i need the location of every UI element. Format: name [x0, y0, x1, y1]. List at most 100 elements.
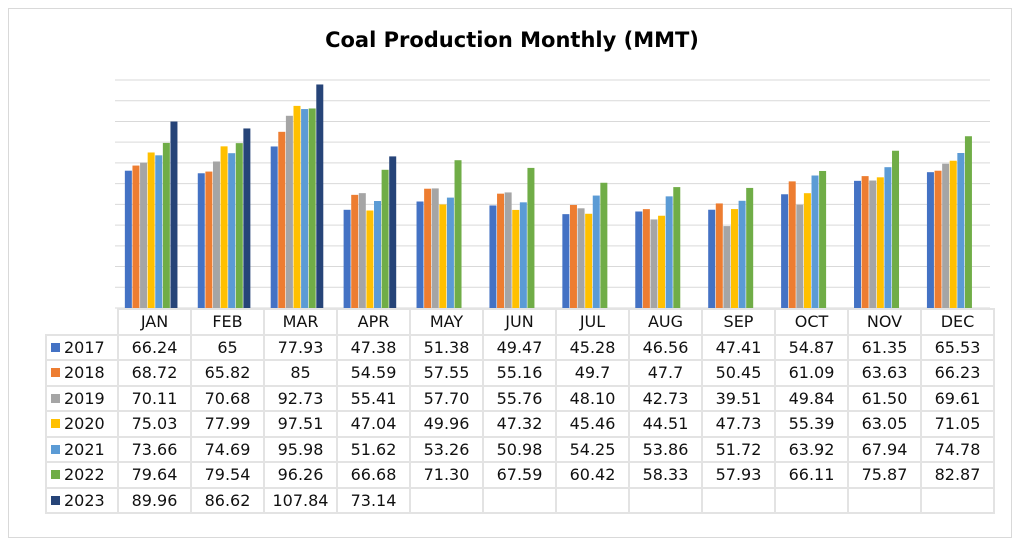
series-legend: 2021 — [45, 435, 119, 463]
series-name: 2019 — [64, 388, 105, 408]
data-label: 54.25 — [555, 435, 630, 463]
bar-2021-dec — [957, 153, 965, 308]
data-label: 51.38 — [409, 333, 484, 361]
bar-2019-jul — [577, 208, 585, 308]
data-label: 44.51 — [628, 410, 703, 438]
bar-2017-mar — [270, 146, 278, 308]
bar-2017-jul — [562, 214, 570, 308]
data-label: 71.05 — [920, 410, 995, 438]
table-row: 2020 75.03 77.99 97.51 47.04 49.96 47.32 45.46 4… — [45, 410, 995, 438]
data-label: 55.76 — [482, 384, 557, 412]
data-label — [701, 486, 776, 514]
bar-2021-oct — [811, 175, 819, 308]
bar-2017-dec — [926, 172, 934, 308]
bar-2020-may — [439, 204, 447, 308]
bar-2021-mar — [301, 109, 309, 309]
data-label: 75.87 — [847, 461, 922, 489]
table-corner — [46, 309, 119, 336]
data-label — [774, 486, 849, 514]
bar-2017-feb — [197, 173, 205, 308]
bar-2023-apr — [389, 156, 397, 308]
bar-2023-jan — [170, 121, 178, 309]
bar-2022-sep — [746, 187, 754, 308]
data-label: 66.11 — [774, 461, 849, 489]
data-label: 50.45 — [701, 359, 776, 387]
data-label: 86.62 — [190, 486, 265, 514]
data-label — [555, 486, 630, 514]
data-label: 55.16 — [482, 359, 557, 387]
bar-2021-aug — [665, 196, 673, 308]
series-name: 2023 — [64, 490, 105, 510]
category-label: JUL — [555, 308, 630, 336]
bar-2020-jan — [147, 152, 155, 308]
category-label: AUG — [628, 308, 703, 336]
bar-2021-jan — [155, 155, 163, 308]
data-label: 67.59 — [482, 461, 557, 489]
data-label: 57.93 — [701, 461, 776, 489]
category-label: JUN — [482, 308, 557, 336]
data-label: 51.62 — [336, 435, 411, 463]
data-label: 92.73 — [263, 384, 338, 412]
data-label: 97.51 — [263, 410, 338, 438]
series-name: 2018 — [64, 363, 105, 383]
data-label: 66.68 — [336, 461, 411, 489]
bar-2018-jul — [569, 204, 577, 308]
legend-swatch — [51, 368, 60, 378]
data-label: 74.78 — [920, 435, 995, 463]
bar-2019-aug — [650, 219, 658, 308]
data-label: 65.82 — [190, 359, 265, 387]
data-label — [409, 486, 484, 514]
category-label: NOV — [847, 308, 922, 336]
category-label: FEB — [190, 308, 265, 336]
data-label: 61.09 — [774, 359, 849, 387]
bar-2022-dec — [964, 136, 972, 308]
legend-swatch — [51, 444, 60, 454]
data-label: 39.51 — [701, 384, 776, 412]
data-label: 63.63 — [847, 359, 922, 387]
bar-2017-apr — [343, 209, 351, 308]
table-header-row: JAN FEB MAR APR MAY JUN JUL AUG SEP OCT NOV DEC — [46, 308, 995, 336]
bar-2018-mar — [278, 131, 286, 308]
data-label — [920, 486, 995, 514]
category-label: APR — [336, 308, 411, 336]
bar-2023-mar — [316, 84, 324, 309]
data-label — [628, 486, 703, 514]
series-legend: 2018 — [45, 359, 119, 387]
bar-2021-jun — [519, 202, 527, 308]
bar-2022-nov — [892, 150, 900, 308]
data-label: 58.33 — [628, 461, 703, 489]
bar-2018-aug — [642, 209, 650, 308]
data-label: 55.41 — [336, 384, 411, 412]
data-label: 95.98 — [263, 435, 338, 463]
bar-2022-jun — [527, 167, 535, 308]
data-label — [482, 486, 557, 514]
bar-2019-apr — [358, 193, 366, 308]
bar-2020-dec — [949, 160, 957, 308]
legend-swatch — [51, 342, 60, 352]
bar-2020-oct — [803, 193, 811, 308]
bar-2020-sep — [730, 209, 738, 308]
data-label: 55.39 — [774, 410, 849, 438]
series-name: 2021 — [64, 439, 105, 459]
data-label: 45.28 — [555, 333, 630, 361]
bar-2018-oct — [788, 181, 796, 308]
data-label: 51.72 — [701, 435, 776, 463]
series-legend: 2022 — [45, 461, 119, 489]
data-label: 73.66 — [117, 435, 192, 463]
bar-2018-may — [424, 188, 432, 308]
bar-2021-may — [446, 197, 454, 308]
data-label — [847, 486, 922, 514]
category-label: MAY — [409, 308, 484, 336]
data-label: 47.41 — [701, 333, 776, 361]
data-label: 48.10 — [555, 384, 630, 412]
data-label: 89.96 — [117, 486, 192, 514]
data-label: 107.84 — [263, 486, 338, 514]
data-label: 71.30 — [409, 461, 484, 489]
data-label: 70.68 — [190, 384, 265, 412]
category-label: MAR — [263, 308, 338, 336]
data-label: 47.38 — [336, 333, 411, 361]
category-label: OCT — [774, 308, 849, 336]
bar-2017-sep — [708, 209, 716, 308]
data-label: 45.46 — [555, 410, 630, 438]
